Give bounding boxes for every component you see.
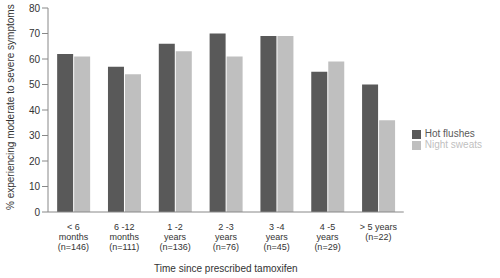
svg-text:50: 50 bbox=[29, 79, 41, 90]
svg-text:< 6months(n=146): < 6months(n=146) bbox=[58, 222, 89, 252]
svg-text:80: 80 bbox=[29, 3, 41, 14]
svg-text:6 -12months(n=111): 6 -12months(n=111) bbox=[109, 222, 139, 252]
svg-text:30: 30 bbox=[29, 130, 41, 141]
svg-text:3 -4years(n=45): 3 -4years(n=45) bbox=[264, 222, 290, 252]
svg-text:70: 70 bbox=[29, 28, 41, 39]
svg-text:Time since prescribed tamoxife: Time since prescribed tamoxifen bbox=[154, 263, 298, 274]
svg-text:4 -5years(n=29): 4 -5years(n=29) bbox=[314, 222, 340, 252]
html-text:Night sweats: Night sweats bbox=[424, 139, 482, 150]
svg-text:% experiencing moderate to sev: % experiencing moderate to severe sympto… bbox=[5, 4, 16, 210]
svg-text:40: 40 bbox=[29, 105, 41, 116]
html-text:Hot flushes: Hot flushes bbox=[424, 128, 475, 139]
svg-text:1 -2years(n=136): 1 -2years(n=136) bbox=[159, 222, 190, 252]
svg-text:10: 10 bbox=[29, 181, 41, 192]
svg-text:> 5 years(n=22): > 5 years(n=22) bbox=[360, 222, 398, 242]
svg-text:20: 20 bbox=[29, 156, 41, 167]
svg-text:2 -3years(n=76): 2 -3years(n=76) bbox=[213, 222, 239, 252]
svg-text:0: 0 bbox=[34, 207, 40, 218]
svg-text:60: 60 bbox=[29, 54, 41, 65]
